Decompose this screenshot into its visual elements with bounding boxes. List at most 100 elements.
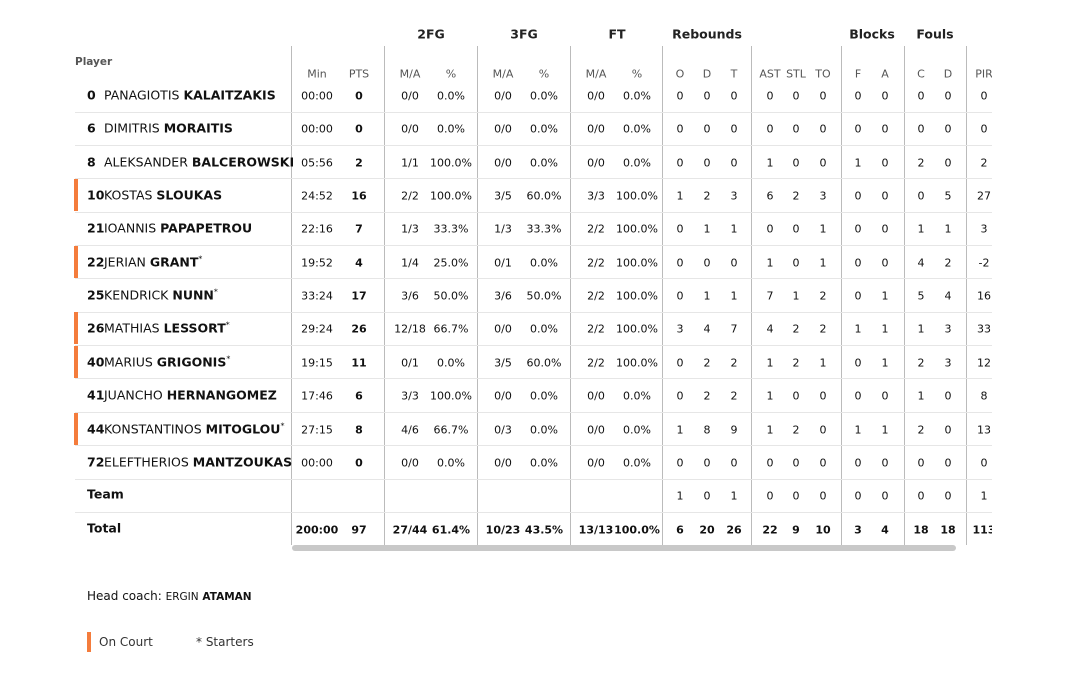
stat-cell: 2 bbox=[819, 322, 827, 336]
stat-cell: 0 bbox=[944, 456, 952, 470]
stat-cell: 0 bbox=[792, 389, 800, 403]
starter-mark: * bbox=[198, 254, 203, 264]
column-header: % bbox=[538, 67, 550, 81]
stat-cell: 100.0% bbox=[614, 523, 660, 537]
stat-cell: 33.3% bbox=[526, 222, 562, 236]
stat-cell: 0 bbox=[792, 256, 800, 270]
stat-cell: 0/0 bbox=[587, 423, 605, 436]
row-divider bbox=[75, 211, 992, 213]
stat-cell: 100.0% bbox=[616, 189, 658, 203]
last-name: GRIGONIS bbox=[156, 354, 227, 370]
column-header: PIR bbox=[975, 67, 992, 81]
stat-cell: 1 bbox=[676, 489, 684, 503]
stat-cell: 3/3 bbox=[401, 389, 419, 403]
stat-cell: 0 bbox=[944, 122, 952, 136]
stat-cell: 6 bbox=[355, 389, 363, 403]
stat-cell: 5 bbox=[917, 289, 925, 303]
stat-cell: 0 bbox=[944, 156, 952, 170]
stat-cell: 0 bbox=[792, 456, 800, 470]
stat-cell: 3/6 bbox=[401, 289, 419, 303]
stat-cell: 2 bbox=[703, 389, 711, 403]
column-header: M/A bbox=[492, 67, 514, 81]
stat-cell: 0/0 bbox=[587, 389, 605, 403]
stat-cell: 0 bbox=[881, 489, 889, 503]
stat-cell: 1 bbox=[819, 256, 827, 270]
stat-cell: 7 bbox=[766, 289, 774, 303]
column-divider bbox=[904, 46, 905, 545]
stat-cell: 1 bbox=[854, 423, 862, 436]
stat-cell: 0 bbox=[881, 89, 889, 103]
player-number: 10 bbox=[87, 187, 105, 203]
stat-cell: 0 bbox=[881, 389, 889, 403]
stat-cell: 1 bbox=[730, 222, 738, 236]
stat-cell: 0.0% bbox=[623, 389, 651, 403]
player-name: DIMITRIS MORAITIS bbox=[104, 121, 233, 136]
column-divider bbox=[662, 46, 663, 545]
player-name: MARIUS GRIGONIS* bbox=[104, 354, 230, 369]
legend-on-court: On Court bbox=[99, 635, 153, 649]
stat-cell: 0 bbox=[819, 156, 827, 170]
last-name: NUNN bbox=[172, 287, 214, 303]
stat-cell: 8 bbox=[703, 423, 711, 436]
stat-cell: 0 bbox=[819, 122, 827, 136]
stat-cell: 0 bbox=[854, 122, 862, 136]
stat-cell: 1 bbox=[944, 222, 952, 236]
stat-cell: 0 bbox=[676, 456, 684, 470]
stat-cell: 0 bbox=[792, 122, 800, 136]
stat-cell: 2 bbox=[703, 356, 711, 370]
stat-cell: 9 bbox=[730, 423, 738, 436]
stat-cell: 1 bbox=[730, 289, 738, 303]
stat-cell: 0 bbox=[703, 156, 711, 170]
stat-cell: 0 bbox=[881, 456, 889, 470]
player-number: 21 bbox=[87, 220, 105, 236]
stat-cell: 1 bbox=[766, 256, 774, 270]
row-divider bbox=[75, 445, 992, 447]
stat-cell: 0/0 bbox=[587, 156, 605, 170]
stat-cell: 1 bbox=[980, 489, 988, 503]
stat-cell: 12/18 bbox=[394, 322, 426, 336]
row-divider bbox=[75, 378, 992, 380]
stat-cell: 2 bbox=[355, 156, 363, 170]
column-header: M/A bbox=[585, 67, 607, 81]
stat-cell: 6 bbox=[766, 189, 774, 203]
stat-cell: 0/0 bbox=[401, 122, 419, 136]
column-header: D bbox=[943, 67, 953, 81]
player-name: KENDRICK NUNN* bbox=[104, 288, 218, 303]
stat-cell: 1 bbox=[854, 156, 862, 170]
stat-cell: 18 bbox=[913, 523, 929, 537]
stat-cell: 6 bbox=[676, 523, 684, 537]
stat-cell: 0 bbox=[792, 489, 800, 503]
first-name: PANAGIOTIS bbox=[104, 87, 180, 103]
table: 2FG 3FG FT Rebounds Blocks Fouls Player Min PTS M… bbox=[74, 26, 992, 545]
stat-cell: 2 bbox=[917, 423, 925, 436]
player-name: KOSTAS SLOUKAS bbox=[104, 188, 222, 203]
stat-cell: 66.7% bbox=[433, 322, 469, 336]
stat-cell: 3 bbox=[854, 523, 862, 537]
stat-cell: 0 bbox=[730, 456, 738, 470]
coach-label: Head coach: bbox=[87, 589, 162, 603]
stat-cell: 5 bbox=[944, 189, 952, 203]
stat-cell: 0.0% bbox=[623, 122, 651, 136]
stat-cell: 0/0 bbox=[401, 456, 419, 470]
stat-cell: 3/5 bbox=[494, 189, 512, 203]
stat-cell: 2/2 bbox=[587, 256, 605, 270]
stat-cell: 0 bbox=[730, 122, 738, 136]
stat-cell: 33 bbox=[977, 322, 991, 336]
stat-cell: 0 bbox=[819, 456, 827, 470]
column-header: Player bbox=[75, 56, 113, 68]
starter-mark: * bbox=[226, 354, 231, 364]
stat-cell: 0 bbox=[980, 89, 988, 103]
stat-cell: 100.0% bbox=[430, 389, 472, 403]
stat-cell: 12 bbox=[977, 356, 991, 370]
stat-cell: 0 bbox=[854, 456, 862, 470]
group-header: Fouls bbox=[916, 26, 954, 42]
group-header: Rebounds bbox=[672, 26, 742, 42]
stat-cell: 2 bbox=[917, 356, 925, 370]
stat-cell: 18 bbox=[940, 523, 956, 537]
column-header: D bbox=[702, 67, 712, 81]
stat-cell: 27/44 bbox=[392, 523, 428, 537]
column-divider bbox=[291, 46, 292, 545]
stat-cell: 7 bbox=[730, 322, 738, 336]
stat-cell: 0 bbox=[703, 89, 711, 103]
first-name: MATHIAS bbox=[104, 321, 160, 337]
